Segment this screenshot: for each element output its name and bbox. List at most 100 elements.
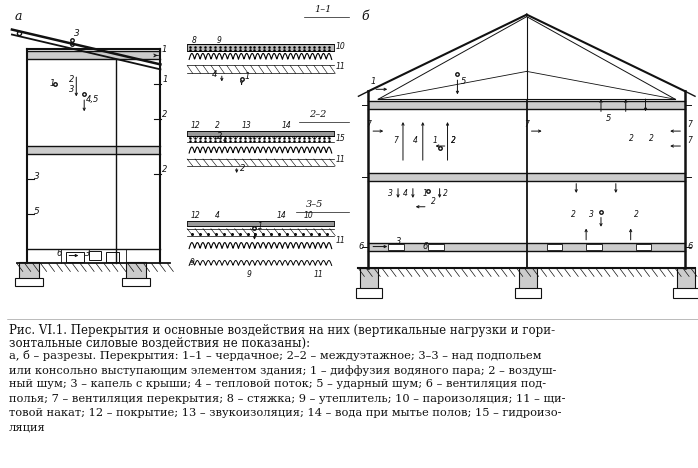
Text: 6: 6 (423, 241, 428, 250)
Text: 13: 13 (242, 121, 251, 130)
Text: 8: 8 (192, 36, 197, 44)
Bar (187, 44, 334, 51)
Text: 4: 4 (413, 136, 418, 145)
Text: 2: 2 (163, 165, 168, 174)
Text: 1: 1 (433, 136, 438, 145)
Text: 6: 6 (57, 249, 62, 257)
Bar (586, 243, 602, 249)
Text: 3: 3 (74, 29, 80, 37)
Text: 5: 5 (606, 114, 611, 123)
Text: зонтальные силовые воздействия не показаны):: зонтальные силовые воздействия не показа… (9, 336, 310, 350)
Bar (547, 243, 563, 249)
Text: 9: 9 (217, 36, 222, 44)
Bar (122, 278, 149, 286)
Text: 4: 4 (215, 211, 220, 219)
Bar (27, 146, 161, 154)
Text: 2: 2 (163, 110, 168, 119)
Text: 2: 2 (450, 136, 455, 145)
Bar (369, 101, 685, 109)
Text: 11: 11 (336, 235, 346, 245)
Text: 1: 1 (161, 45, 167, 54)
Bar (369, 242, 685, 250)
Text: а: а (15, 10, 22, 22)
Text: 2: 2 (217, 132, 222, 141)
Text: 5: 5 (34, 207, 40, 216)
Bar (360, 269, 378, 290)
Bar (515, 288, 540, 298)
Text: 3–5: 3–5 (306, 200, 323, 209)
Text: или консольно выступающим элементом здания; 1 – диффузия водяного пара; 2 – возд: или консольно выступающим элементом здан… (9, 365, 556, 376)
Text: 4: 4 (212, 70, 217, 80)
Text: 2–2: 2–2 (309, 110, 326, 119)
Text: 14: 14 (281, 121, 291, 130)
Text: 2: 2 (634, 210, 639, 219)
Text: товой накат; 12 – покрытие; 13 – звукоизоляция; 14 – вода при мытье полов; 15 – : товой накат; 12 – покрытие; 13 – звукоиз… (9, 408, 561, 418)
Text: 2: 2 (648, 134, 653, 143)
Text: 7: 7 (687, 136, 692, 145)
Text: 2: 2 (443, 189, 447, 198)
Text: 4,5: 4,5 (86, 95, 100, 104)
Bar (677, 269, 695, 290)
Text: 1: 1 (371, 77, 376, 86)
Text: полья; 7 – вентиляция перекрытия; 8 – стяжка; 9 – утеплитель; 10 – пароизоляция;: полья; 7 – вентиляция перекрытия; 8 – ст… (9, 394, 565, 404)
Text: 5: 5 (461, 77, 466, 86)
Text: 2: 2 (215, 121, 220, 130)
Text: 11: 11 (336, 155, 346, 164)
Bar (388, 243, 404, 249)
Text: 2: 2 (69, 75, 75, 84)
Text: Рис. VI.1. Перекрытия и основные воздействия на них (вертикальные нагрузки и гор: Рис. VI.1. Перекрытия и основные воздейс… (9, 323, 555, 336)
Text: 2: 2 (629, 134, 634, 143)
Text: 1: 1 (244, 73, 250, 81)
Text: 4: 4 (403, 189, 408, 198)
Text: ляция: ляция (9, 423, 46, 432)
Text: 1: 1 (163, 75, 168, 84)
Text: 10: 10 (304, 211, 313, 219)
Text: 2: 2 (239, 164, 245, 173)
Text: 10: 10 (336, 43, 346, 51)
Text: 11: 11 (336, 62, 346, 72)
Text: 3: 3 (69, 85, 75, 94)
Text: 3: 3 (34, 172, 40, 181)
Text: 11: 11 (314, 271, 324, 279)
Text: 3: 3 (589, 210, 594, 219)
Text: 1: 1 (258, 222, 262, 231)
Text: 9: 9 (190, 258, 195, 268)
Text: б: б (362, 10, 369, 22)
Bar (674, 288, 698, 298)
Text: 2: 2 (431, 197, 436, 206)
Bar (187, 221, 334, 226)
Text: а, б – разрезы. Перекрытия: 1–1 – чердачное; 2–2 – междуэтажное; 3–3 – над подпо: а, б – разрезы. Перекрытия: 1–1 – чердач… (9, 351, 542, 361)
Bar (187, 131, 334, 136)
Bar (27, 51, 161, 59)
Text: 7: 7 (393, 136, 398, 145)
Text: 3: 3 (396, 237, 401, 246)
Text: 14: 14 (276, 211, 286, 219)
Text: 1–1: 1–1 (314, 5, 332, 14)
Bar (106, 251, 119, 262)
Bar (15, 278, 43, 286)
Text: 7: 7 (366, 120, 371, 129)
Text: 3: 3 (388, 189, 393, 198)
Bar (357, 288, 383, 298)
Text: 2: 2 (571, 210, 576, 219)
Bar (19, 263, 38, 280)
Bar (66, 251, 84, 262)
Text: 9: 9 (246, 271, 251, 279)
Bar (369, 173, 685, 181)
Bar (428, 243, 443, 249)
Text: ный шум; 3 – капель с крыши; 4 – тепловой поток; 5 – ударный шум; 6 – вентиляция: ный шум; 3 – капель с крыши; 4 – теплово… (9, 380, 546, 389)
Text: 12: 12 (190, 121, 200, 130)
Text: 12: 12 (190, 211, 200, 219)
Bar (126, 263, 146, 280)
Text: 1: 1 (423, 189, 428, 198)
Bar (636, 243, 651, 249)
Text: 1: 1 (50, 79, 55, 88)
Text: 3: 3 (85, 249, 91, 257)
Bar (519, 269, 537, 290)
Text: 2: 2 (450, 136, 455, 145)
Bar (89, 250, 101, 260)
Text: 6: 6 (687, 241, 692, 250)
Text: 7: 7 (525, 120, 530, 129)
Text: 7: 7 (687, 120, 692, 129)
Text: 15: 15 (336, 134, 346, 143)
